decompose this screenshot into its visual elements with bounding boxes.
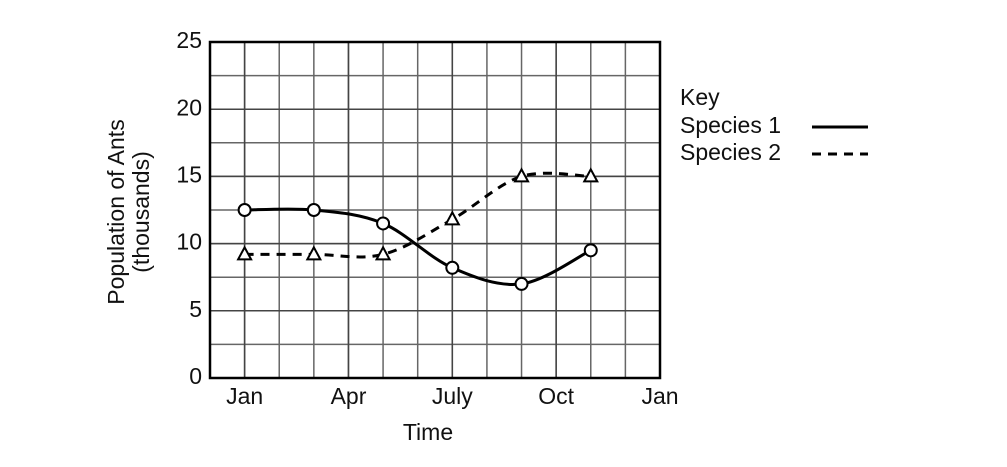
x-tick-label: Oct — [538, 383, 574, 409]
data-point — [444, 210, 461, 226]
data-point — [305, 245, 323, 261]
data-point — [237, 203, 252, 217]
x-axis-label: Time — [403, 419, 453, 445]
legend-title: Key — [680, 84, 720, 110]
data-point — [582, 167, 599, 183]
y-tick-label: 20 — [176, 94, 202, 120]
legend-label: Species 1 — [680, 112, 781, 138]
legend-label: Species 2 — [680, 139, 781, 165]
series-line — [244, 171, 591, 259]
y-tick-label: 5 — [189, 296, 202, 322]
data-point — [376, 216, 391, 231]
x-tick-label: Jan — [226, 383, 263, 409]
data-point — [445, 260, 460, 275]
y-axis-sublabel: (thousands) — [128, 151, 154, 272]
data-point — [306, 203, 321, 217]
x-tick-label: Jan — [641, 383, 678, 409]
y-tick-label: 10 — [176, 229, 202, 255]
data-point — [514, 276, 529, 291]
data-point — [236, 245, 253, 261]
x-tick-label: July — [432, 383, 473, 409]
plot-frame — [208, 40, 662, 380]
y-axis-label: Population of Ants — [103, 119, 129, 304]
y-tick-label: 15 — [176, 161, 202, 187]
y-tick-label: 25 — [176, 27, 202, 53]
y-tick-label: 0 — [189, 363, 202, 389]
data-point — [583, 243, 598, 258]
x-tick-label: Apr — [331, 383, 367, 409]
data-point — [374, 245, 392, 261]
data-point — [513, 167, 530, 183]
